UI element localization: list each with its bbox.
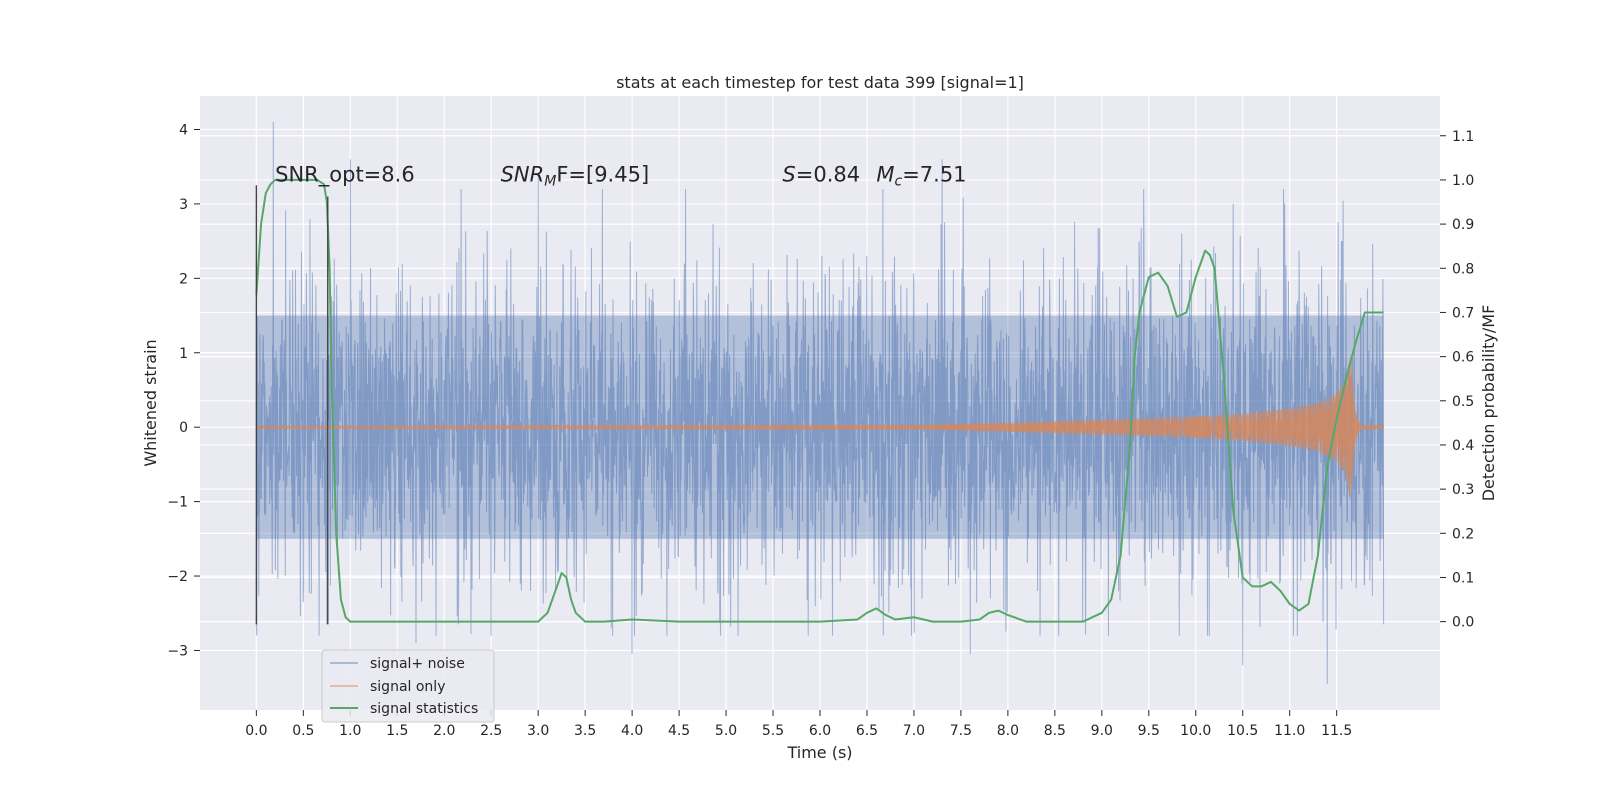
annotations: SNR_opt=8.6 SNRMF=[9.45] S=0.84 Mc=7.51 bbox=[275, 163, 966, 190]
y-axis-left: −3 −2 −1 0 1 2 3 4 bbox=[167, 122, 200, 659]
y-left-tick-label-6: 3 bbox=[179, 197, 188, 213]
x-tick-label-12: 6.0 bbox=[809, 723, 831, 739]
x-tick-label-4: 2.0 bbox=[433, 723, 455, 739]
x-tick-label-11: 5.5 bbox=[762, 723, 784, 739]
y-right-tick-label-8: 0.8 bbox=[1452, 261, 1474, 277]
x-tick-label-15: 7.5 bbox=[950, 723, 972, 739]
y-left-tick-label-4: 1 bbox=[179, 346, 188, 362]
x-tick-label-13: 6.5 bbox=[856, 723, 878, 739]
x-tick-label-18: 9.0 bbox=[1091, 723, 1113, 739]
x-tick-label-7: 3.5 bbox=[574, 723, 596, 739]
y-left-tick-label-7: 4 bbox=[179, 122, 188, 138]
y-right-tick-label-4: 0.4 bbox=[1452, 438, 1474, 454]
data-series bbox=[255, 122, 1385, 684]
x-tick-label-17: 8.5 bbox=[1044, 723, 1066, 739]
x-tick-label-16: 8.0 bbox=[997, 723, 1019, 739]
y-right-tick-label-6: 0.6 bbox=[1452, 350, 1474, 366]
legend: signal+ noise signal only signal statist… bbox=[321, 649, 495, 723]
series-signal-noise bbox=[255, 122, 1385, 684]
x-axis: 0.0 0.5 1.0 1.5 2.0 2.5 3.0 3.5 4.0 4.5 5.0 5.5 6.0 6… bbox=[245, 710, 1352, 739]
y-left-tick-label-0: −3 bbox=[167, 643, 188, 659]
y-right-tick-label-11: 1.1 bbox=[1452, 129, 1474, 145]
x-tick-label-22: 11.0 bbox=[1274, 723, 1305, 739]
x-tick-label-19: 9.5 bbox=[1138, 723, 1160, 739]
x-tick-label-3: 1.5 bbox=[386, 723, 408, 739]
chart-title: stats at each timestep for test data 399… bbox=[616, 73, 1024, 92]
x-tick-label-21: 10.5 bbox=[1227, 723, 1258, 739]
y-right-tick-label-0: 0.0 bbox=[1452, 615, 1474, 631]
y-right-tick-label-10: 1.0 bbox=[1452, 173, 1474, 189]
y-left-tick-label-5: 2 bbox=[179, 271, 188, 287]
series-signal-statistics bbox=[255, 178, 1384, 623]
x-tick-label-5: 2.5 bbox=[480, 723, 502, 739]
legend-label-signal-only: signal only bbox=[370, 679, 445, 695]
y-axis-right: 0.0 0.1 0.2 0.3 0.4 0.5 0.6 0.7 0.8 0.9 1.0 1.1 bbox=[1440, 129, 1474, 631]
y-axis-right-label: Detection probability/MF bbox=[1479, 305, 1498, 502]
annotation-1: SNRMF=[9.45] bbox=[501, 163, 650, 190]
x-axis-label: Time (s) bbox=[786, 743, 852, 762]
annotation-2: S=0.84 bbox=[782, 163, 860, 187]
y-right-tick-label-3: 0.3 bbox=[1452, 482, 1474, 498]
y-left-tick-label-2: −1 bbox=[167, 495, 188, 511]
y-right-tick-label-1: 0.1 bbox=[1452, 570, 1474, 586]
x-tick-label-10: 5.0 bbox=[715, 723, 737, 739]
y-right-tick-label-9: 0.9 bbox=[1452, 217, 1474, 233]
x-tick-label-8: 4.0 bbox=[621, 723, 643, 739]
legend-label-signal-statistics: signal statistics bbox=[370, 701, 478, 717]
x-tick-label-23: 11.5 bbox=[1321, 723, 1352, 739]
y-right-tick-label-5: 0.5 bbox=[1452, 394, 1474, 410]
x-tick-label-14: 7.0 bbox=[903, 723, 925, 739]
y-right-tick-label-2: 0.2 bbox=[1452, 526, 1474, 542]
x-tick-label-20: 10.0 bbox=[1180, 723, 1211, 739]
y-axis-left-label: Whitened strain bbox=[141, 339, 160, 466]
annotation-0: SNR_opt=8.6 bbox=[275, 163, 415, 188]
y-left-tick-label-3: 0 bbox=[179, 420, 188, 436]
legend-box bbox=[321, 649, 495, 723]
x-tick-label-0: 0.0 bbox=[245, 723, 267, 739]
y-left-tick-label-1: −2 bbox=[167, 569, 188, 585]
legend-label-signal-noise: signal+ noise bbox=[370, 656, 465, 672]
series-signal-only-envelope bbox=[256, 352, 1384, 502]
annotation-3: Mc=7.51 bbox=[876, 163, 966, 190]
x-tick-label-6: 3.0 bbox=[527, 723, 549, 739]
vertical-markers bbox=[255, 185, 329, 625]
x-tick-label-9: 4.5 bbox=[668, 723, 690, 739]
series-signal-only bbox=[255, 361, 1385, 491]
x-tick-label-1: 0.5 bbox=[292, 723, 314, 739]
y-right-tick-label-7: 0.7 bbox=[1452, 305, 1474, 321]
x-tick-label-2: 1.0 bbox=[339, 723, 361, 739]
